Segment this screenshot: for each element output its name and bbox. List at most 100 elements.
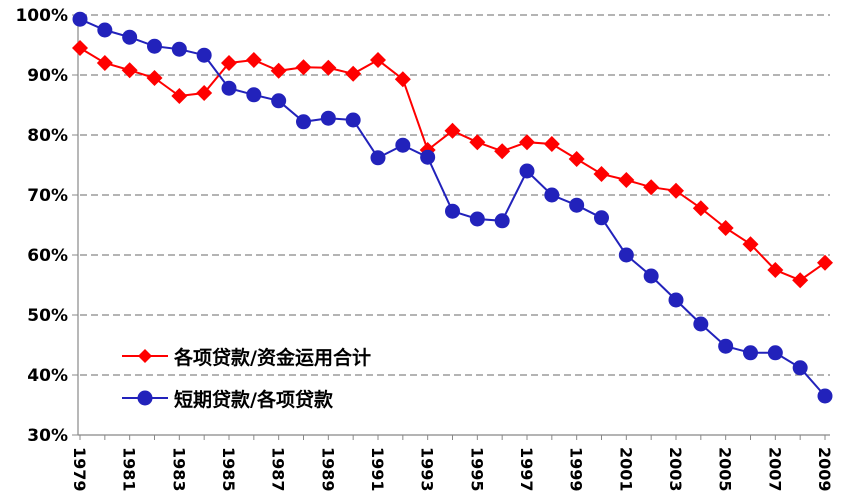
y-tick-label: 30%: [27, 426, 68, 446]
data-point: [445, 203, 460, 219]
data-point: [196, 85, 213, 101]
data-point: [246, 87, 262, 103]
data-point: [469, 211, 485, 227]
data-point: [444, 122, 461, 139]
data-point: [668, 182, 684, 199]
data-point: [171, 41, 187, 57]
data-point: [469, 134, 486, 151]
y-tick-label: 60%: [27, 246, 68, 266]
x-tick-label: 2001: [616, 447, 635, 492]
legend-label: 各项贷款/资金运用合计: [173, 346, 371, 369]
x-tick-label: 1991: [368, 447, 387, 492]
data-point: [271, 93, 287, 109]
data-point: [643, 179, 660, 196]
x-tick-label: 1981: [120, 447, 139, 492]
data-point: [668, 292, 684, 308]
x-tick-label: 1993: [418, 447, 437, 492]
x-tick-label: 2003: [666, 447, 685, 492]
data-point: [395, 137, 411, 153]
data-point: [594, 210, 609, 226]
data-point: [370, 150, 386, 166]
circle-marker-icon: [137, 390, 153, 406]
data-point: [743, 345, 758, 361]
y-tick-label: 100%: [15, 6, 68, 26]
data-point: [121, 62, 138, 79]
y-tick-label: 40%: [27, 366, 68, 386]
diamond-marker-icon: [138, 349, 152, 363]
data-point: [717, 220, 734, 236]
y-tick-label: 70%: [27, 186, 68, 206]
data-point: [618, 247, 634, 263]
series-loans-to-funds: [72, 40, 833, 289]
x-tick-label: 1997: [517, 447, 536, 492]
series-short-term-to-loans: [72, 11, 833, 404]
data-point: [569, 197, 585, 213]
data-point: [817, 388, 833, 404]
legend-item-loans-to-funds: 各项贷款/资金运用合计: [122, 346, 371, 369]
legend: 各项贷款/资金运用合计 短期贷款/各项贷款: [122, 346, 371, 411]
data-point: [147, 38, 162, 54]
data-point: [593, 166, 610, 182]
data-point: [420, 149, 436, 165]
data-point: [767, 262, 784, 278]
data-point: [792, 272, 809, 289]
axes: [72, 14, 830, 440]
data-point: [221, 80, 237, 96]
data-point: [72, 40, 88, 56]
x-tick-label: 2007: [765, 447, 784, 492]
y-tick-label: 90%: [27, 66, 68, 86]
data-point: [196, 47, 212, 63]
data-point: [146, 70, 163, 86]
data-point: [767, 345, 783, 361]
y-tick-label: 50%: [27, 306, 68, 326]
data-point: [394, 71, 411, 88]
data-point: [494, 143, 511, 160]
x-tick-label: 1989: [318, 447, 337, 492]
data-point: [543, 136, 560, 152]
data-point: [97, 22, 113, 38]
data-point: [270, 62, 287, 79]
x-tick-label: 1999: [567, 447, 586, 492]
x-tick-label: 2005: [716, 447, 735, 492]
data-point: [122, 29, 138, 45]
x-tick-label: 1985: [219, 447, 238, 492]
data-point: [72, 11, 88, 27]
series: [72, 11, 833, 404]
gridlines: [80, 14, 830, 376]
data-point: [295, 59, 312, 76]
data-point: [221, 55, 237, 71]
data-point: [692, 200, 709, 217]
data-point: [519, 134, 535, 151]
data-point: [693, 316, 709, 332]
data-point: [718, 338, 734, 354]
data-point: [568, 151, 585, 167]
y-tick-label: 80%: [27, 126, 68, 146]
data-point: [494, 213, 510, 229]
x-tick-label: 1987: [269, 447, 288, 492]
data-point: [245, 52, 262, 68]
x-axis-ticks: 1979 1981 1983 1985 1987 1989 1991 1993 1995 1997…: [70, 447, 834, 492]
data-point: [817, 254, 833, 271]
data-point: [742, 236, 759, 253]
data-point: [345, 112, 361, 128]
data-point: [618, 172, 635, 188]
data-point: [296, 114, 311, 130]
data-point: [792, 360, 808, 376]
x-tick-label: 1995: [467, 447, 486, 492]
x-tick-label: 1979: [70, 447, 89, 492]
data-point: [171, 88, 188, 104]
x-tick-label: 2009: [815, 447, 834, 492]
series-line: [79, 47, 826, 282]
data-point: [519, 163, 535, 179]
data-point: [320, 59, 337, 76]
x-tick-label: 1983: [169, 447, 188, 492]
data-point: [643, 268, 659, 284]
data-point: [320, 110, 336, 126]
data-point: [544, 187, 560, 203]
y-axis-ticks: 30% 40% 50% 60% 70% 80% 90% 100%: [15, 6, 68, 446]
legend-item-short-term-to-loans: 短期贷款/各项贷款: [122, 388, 334, 411]
data-point: [345, 65, 362, 82]
legend-label: 短期贷款/各项贷款: [174, 388, 334, 411]
data-point: [96, 55, 113, 71]
